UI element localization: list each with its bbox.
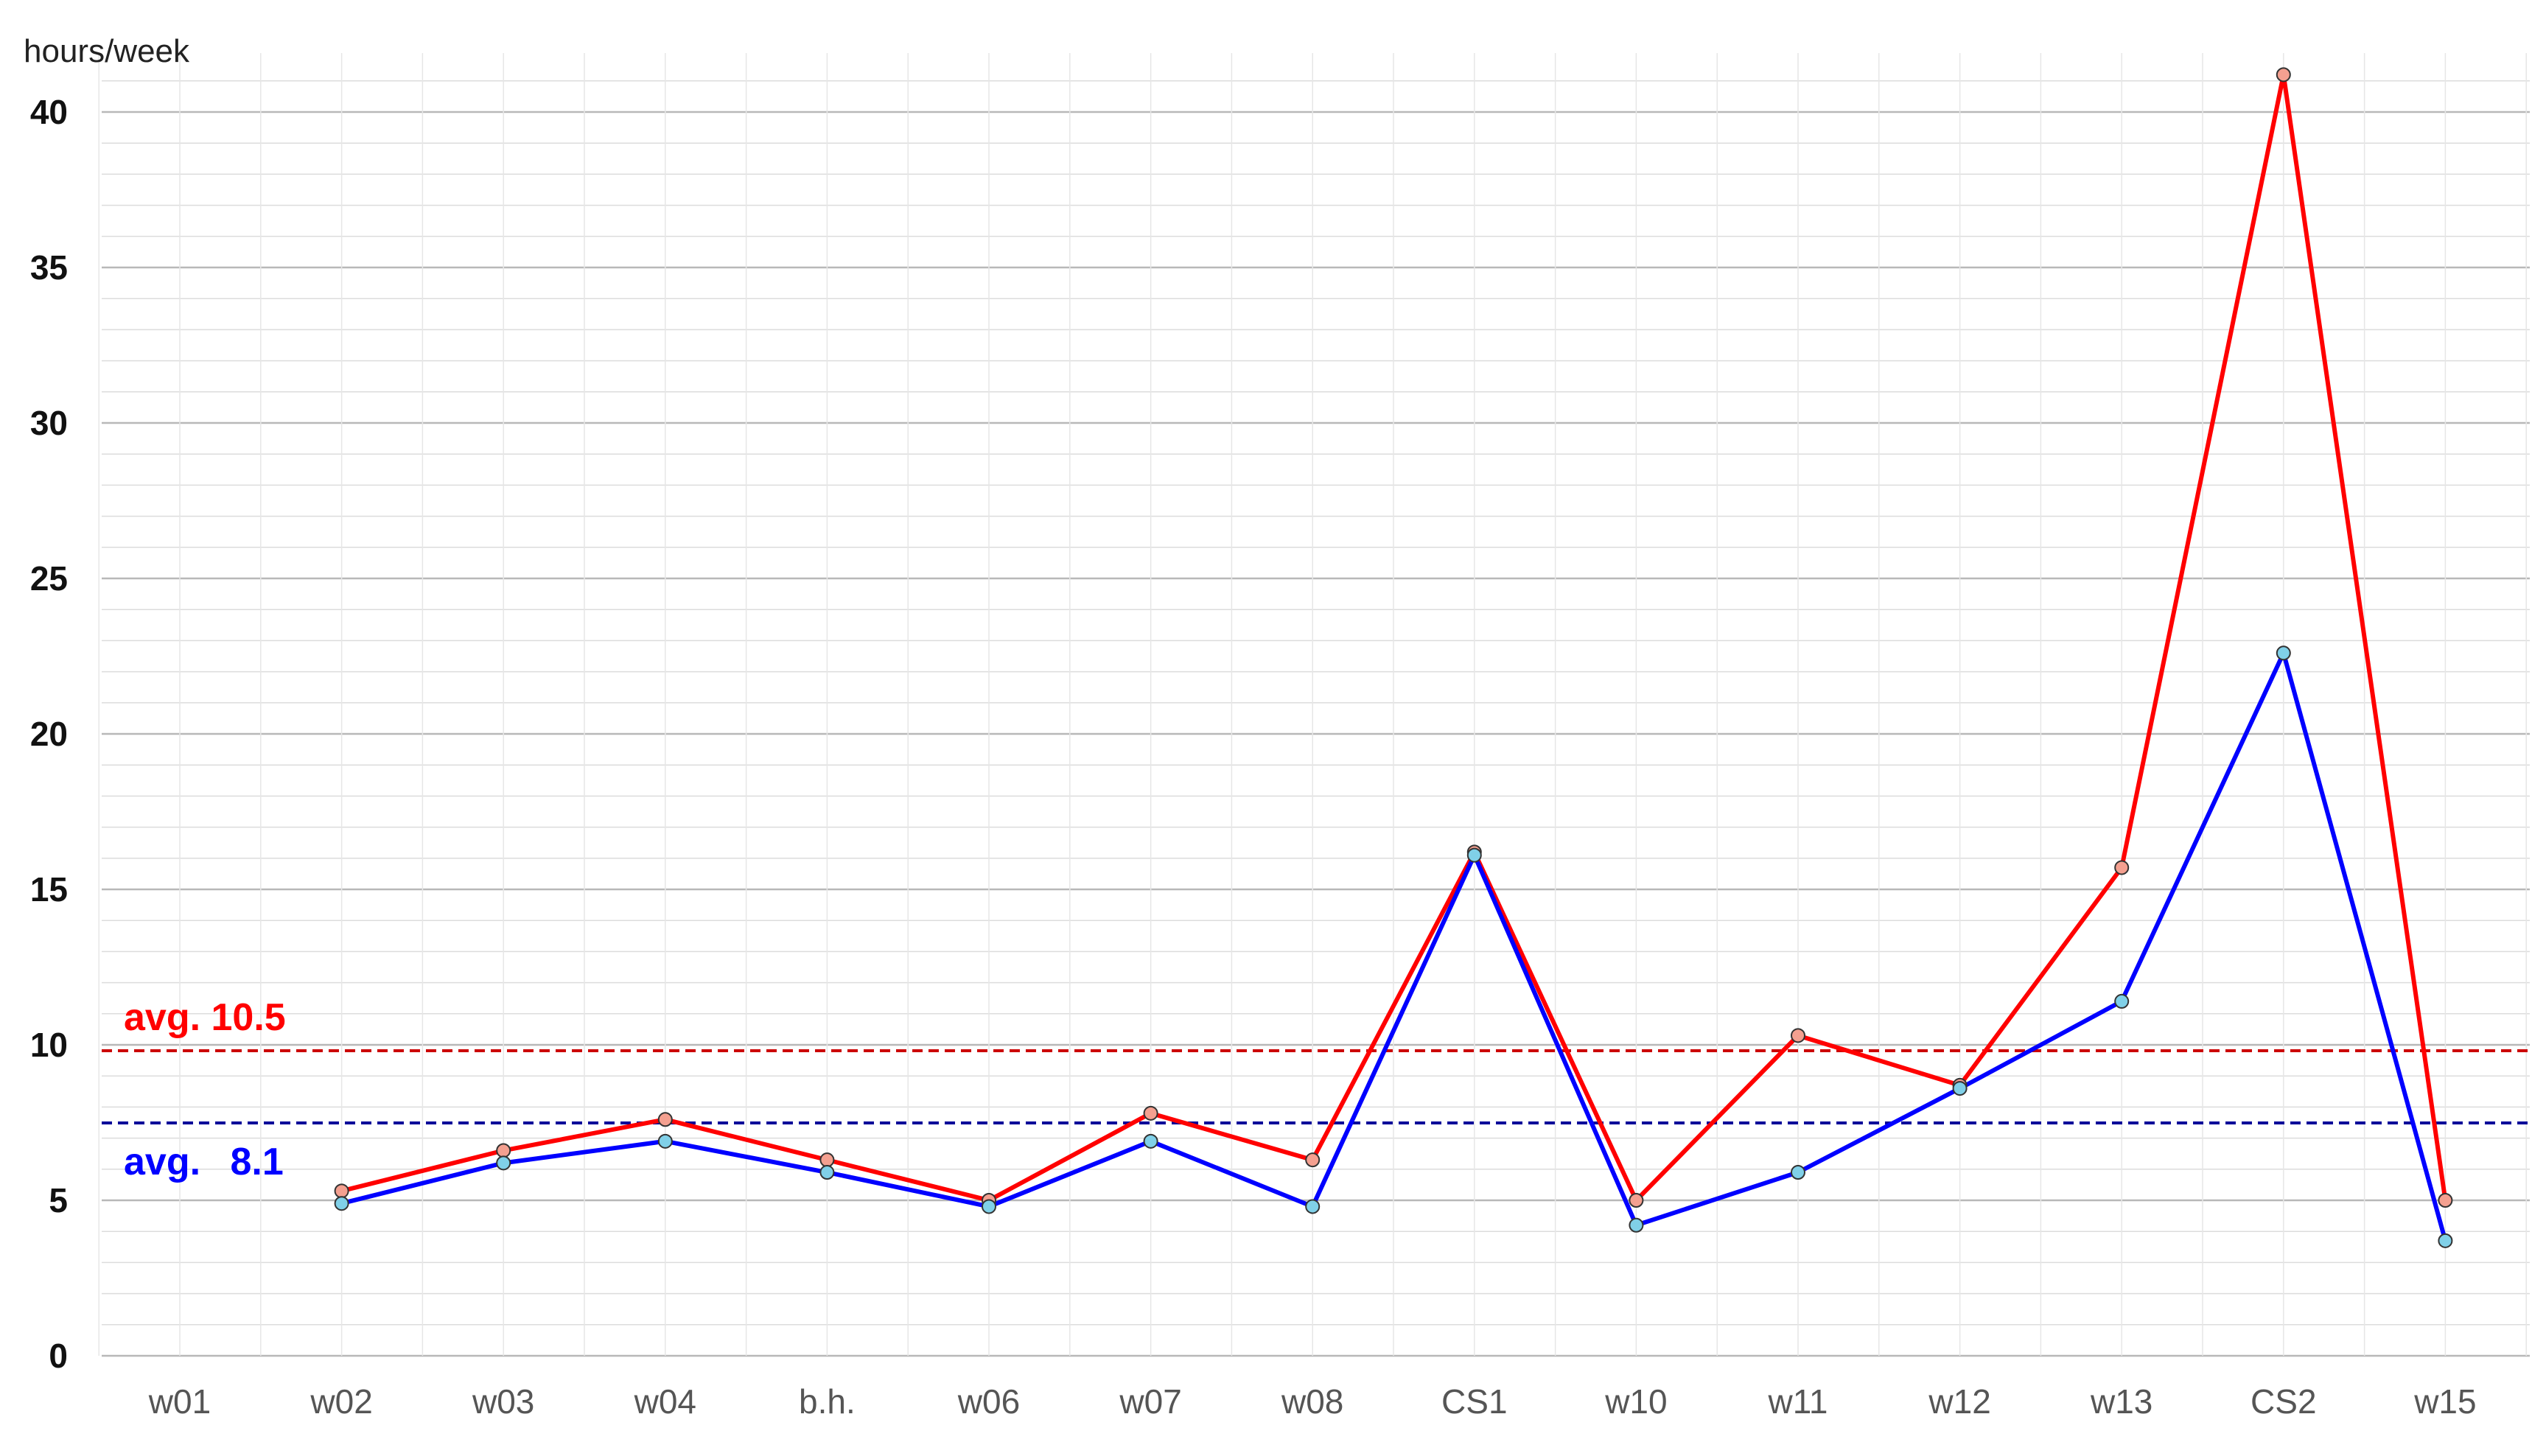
data-point (982, 1199, 996, 1214)
x-tick-label: w07 (1119, 1382, 1181, 1421)
data-point (496, 1155, 511, 1171)
x-tick-label: CS1 (1441, 1382, 1507, 1421)
data-point (334, 1183, 349, 1199)
x-tick-label: w08 (1281, 1382, 1343, 1421)
data-point (1629, 1193, 1644, 1208)
y-tick-label: 20 (30, 715, 68, 753)
y-tick-label: 25 (30, 559, 68, 598)
x-tick-label: w03 (472, 1382, 534, 1421)
data-point (2276, 645, 2291, 661)
data-point (496, 1143, 511, 1158)
average-label: avg. 8.1 (124, 1141, 284, 1183)
y-tick-label: 5 (49, 1181, 68, 1219)
x-tick-label: w12 (1928, 1382, 1990, 1421)
data-point (2276, 67, 2291, 83)
data-point (1791, 1165, 1805, 1180)
x-tick-label: w11 (1768, 1382, 1828, 1421)
x-tick-label: w01 (148, 1382, 211, 1421)
data-point (2114, 860, 2130, 875)
grid (98, 53, 2530, 1357)
average-lines: avg. 10.5 avg. 8.1 (102, 996, 2530, 1183)
series-line (340, 72, 2448, 1203)
data-point (1466, 847, 1482, 863)
x-tick-label: b.h. (799, 1382, 856, 1421)
data-point (1952, 1081, 1968, 1096)
x-tick-label: w15 (2413, 1382, 2476, 1421)
axes: hours/week 0 5 10 15 20 25 30 35 40 w01 w02 w03 w04 b… (24, 33, 2477, 1421)
data-point (1143, 1105, 1158, 1121)
y-tick-label: 15 (30, 870, 68, 909)
y-tick-label: 10 (30, 1026, 68, 1064)
x-tick-label: w13 (2090, 1382, 2152, 1421)
data-point (657, 1133, 673, 1149)
data-point (1305, 1152, 1321, 1168)
x-tick-label: w10 (1604, 1382, 1667, 1421)
data-point (1143, 1133, 1158, 1149)
series-lines (340, 72, 2448, 1242)
data-points (334, 67, 2453, 1248)
average-label: avg. 10.5 (124, 996, 286, 1039)
series-line (340, 651, 2448, 1242)
data-point (2438, 1233, 2453, 1248)
data-point (334, 1196, 349, 1211)
data-point (819, 1152, 835, 1168)
data-point (657, 1112, 673, 1127)
data-point (2114, 993, 2130, 1009)
data-point (1305, 1199, 1321, 1214)
y-tick-label: 0 (49, 1337, 68, 1375)
data-point (1629, 1217, 1644, 1233)
data-point (819, 1165, 835, 1180)
data-point (1791, 1028, 1805, 1043)
y-tick-label: 35 (30, 248, 68, 287)
x-tick-label: w04 (634, 1382, 696, 1421)
data-point (2438, 1193, 2453, 1208)
y-tick-label: 40 (30, 93, 68, 131)
y-tick-label: 30 (30, 404, 68, 442)
x-tick-label: w02 (309, 1382, 372, 1421)
x-tick-label: CS2 (2251, 1382, 2316, 1421)
y-axis-title: hours/week (24, 33, 190, 69)
x-tick-label: w06 (957, 1382, 1020, 1421)
